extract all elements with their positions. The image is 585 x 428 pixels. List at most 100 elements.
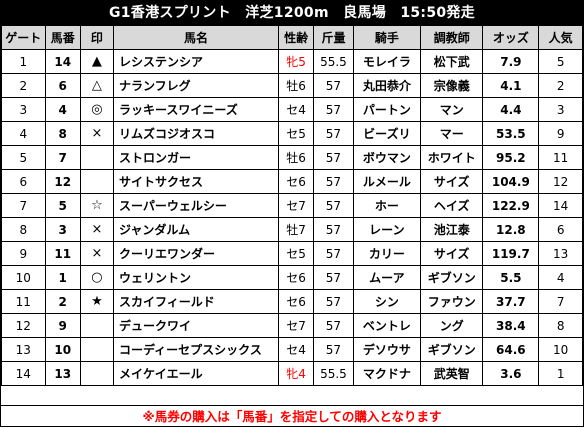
number-cell: 5 <box>44 193 81 218</box>
horse-name: リムズコジオスコ <box>113 121 279 146</box>
col-weight: 斤量 <box>313 25 354 50</box>
horse-name: ラッキースワイニーズ <box>113 97 279 122</box>
mark-cell <box>79 361 115 386</box>
mark-cell: ▲ <box>79 49 115 74</box>
trainer-cell: ギブソン <box>420 337 484 362</box>
footer-note: ※馬券の購入は「馬番」を指定しての購入となります <box>1 405 583 428</box>
number-cell: 12 <box>44 169 81 194</box>
number-cell: 1 <box>44 265 81 290</box>
popularity-cell: 14 <box>538 193 583 218</box>
trainer-cell: 松下武 <box>420 49 484 74</box>
popularity-cell: 7 <box>538 289 583 314</box>
weight-cell: 57 <box>313 121 354 146</box>
jockey-cell: ビーズリ <box>352 121 422 146</box>
popularity-cell: 11 <box>538 145 583 170</box>
jockey-cell: ベントレ <box>352 313 422 338</box>
popularity-cell: 12 <box>538 169 583 194</box>
table-row: 14 13 メイケイエール 牝4 55.5 マクドナ 武英智 3.6 1 <box>1 361 583 386</box>
sexage-cell: セ7 <box>277 193 315 218</box>
jockey-cell: ムーア <box>352 265 422 290</box>
weight-cell: 57 <box>313 73 354 98</box>
jockey-cell: ボウマン <box>352 145 422 170</box>
odds-cell: 3.6 <box>482 361 540 386</box>
mark-cell: × <box>79 241 115 266</box>
horse-name: ウェリントン <box>113 265 279 290</box>
popularity-cell: 4 <box>538 265 583 290</box>
col-odds: オッズ <box>482 25 540 50</box>
mark-cell: × <box>79 121 115 146</box>
trainer-cell: ギブソン <box>420 265 484 290</box>
popularity-cell: 10 <box>538 337 583 362</box>
table-row: 4 8 × リムズコジオスコ セ5 57 ビーズリ マー 53.5 9 <box>1 121 583 146</box>
horse-name: レシステンシア <box>113 49 279 74</box>
weight-cell: 57 <box>313 265 354 290</box>
popularity-cell: 8 <box>538 313 583 338</box>
number-cell: 2 <box>44 289 81 314</box>
table-row: 2 6 △ ナランフレグ 牡6 57 丸田恭介 宗像義 4.1 2 <box>1 73 583 98</box>
weight-cell: 57 <box>313 313 354 338</box>
gate-cell: 7 <box>1 193 46 218</box>
mark-cell <box>79 337 115 362</box>
odds-cell: 37.7 <box>482 289 540 314</box>
jockey-cell: ホー <box>352 193 422 218</box>
gate-cell: 12 <box>1 313 46 338</box>
sexage-cell: セ6 <box>277 265 315 290</box>
col-jockey: 騎手 <box>352 25 422 50</box>
odds-cell: 4.4 <box>482 97 540 122</box>
col-gate: ゲート <box>1 25 46 50</box>
gate-cell: 6 <box>1 169 46 194</box>
jockey-cell: デソウサ <box>352 337 422 362</box>
trainer-cell: マー <box>420 121 484 146</box>
horse-name: スーパーウェルシー <box>113 193 279 218</box>
trainer-cell: サイズ <box>420 241 484 266</box>
trainer-cell: ホワイト <box>420 145 484 170</box>
number-cell: 4 <box>44 97 81 122</box>
weight-cell: 57 <box>313 241 354 266</box>
trainer-cell: 池江泰 <box>420 217 484 242</box>
trainer-cell: ング <box>420 313 484 338</box>
gate-cell: 9 <box>1 241 46 266</box>
odds-cell: 53.5 <box>482 121 540 146</box>
odds-cell: 5.5 <box>482 265 540 290</box>
odds-cell: 64.6 <box>482 337 540 362</box>
sexage-cell: セ4 <box>277 97 315 122</box>
popularity-cell: 3 <box>538 97 583 122</box>
number-cell: 3 <box>44 217 81 242</box>
sexage-cell: 牝5 <box>277 49 315 74</box>
popularity-cell: 13 <box>538 241 583 266</box>
col-sexage: 性齢 <box>277 25 315 50</box>
odds-cell: 38.4 <box>482 313 540 338</box>
weight-cell: 57 <box>313 97 354 122</box>
sexage-cell: 牡6 <box>277 73 315 98</box>
odds-cell: 7.9 <box>482 49 540 74</box>
entries-body: 1 14 ▲ レシステンシア 牝5 55.5 モレイラ 松下武 7.9 5 2 6 △ ナランフレグ 牡6 5… <box>1 49 583 386</box>
entries-table: ゲート 馬番 印 馬名 性齢 斤量 騎手 調教師 オッズ 人気 1 14 ▲ レシステ… <box>1 25 583 386</box>
gate-cell: 1 <box>1 49 46 74</box>
weight-cell: 57 <box>313 217 354 242</box>
table-row: 13 10 コーディーセプスシックス セ4 57 デソウサ ギブソン 64.6 10 <box>1 337 583 362</box>
weight-cell: 55.5 <box>313 361 354 386</box>
popularity-cell: 6 <box>538 217 583 242</box>
sexage-cell: セ6 <box>277 169 315 194</box>
number-cell: 10 <box>44 337 81 362</box>
trainer-cell: 宗像義 <box>420 73 484 98</box>
table-row: 3 4 ◎ ラッキースワイニーズ セ4 57 パートン マン 4.4 3 <box>1 97 583 122</box>
horse-name: ナランフレグ <box>113 73 279 98</box>
jockey-cell: マクドナ <box>352 361 422 386</box>
weight-cell: 55.5 <box>313 49 354 74</box>
table-row: 10 1 ○ ウェリントン セ6 57 ムーア ギブソン 5.5 4 <box>1 265 583 290</box>
horse-name: クーリエワンダー <box>113 241 279 266</box>
trainer-cell: ファウン <box>420 289 484 314</box>
table-row: 6 12 サイトサクセス セ6 57 ルメール サイズ 104.9 12 <box>1 169 583 194</box>
sexage-cell: セ6 <box>277 289 315 314</box>
race-title: G1香港スプリント 洋芝1200m 良馬場 15:50発走 <box>1 1 583 25</box>
horse-name: デュークワイ <box>113 313 279 338</box>
col-popularity: 人気 <box>538 25 583 50</box>
weight-cell: 57 <box>313 145 354 170</box>
sexage-cell: 牡7 <box>277 217 315 242</box>
odds-cell: 4.1 <box>482 73 540 98</box>
mark-cell: ○ <box>79 265 115 290</box>
col-horse: 馬名 <box>113 25 279 50</box>
gate-cell: 3 <box>1 97 46 122</box>
